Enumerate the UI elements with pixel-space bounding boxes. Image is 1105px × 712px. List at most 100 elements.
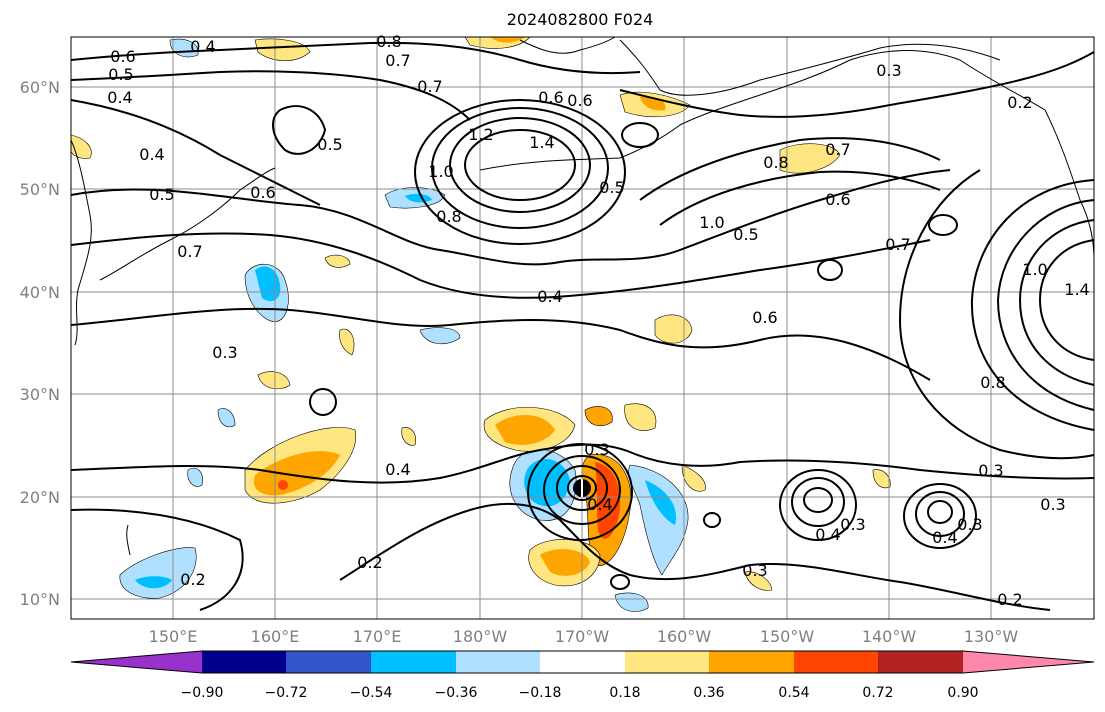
lon-tick: 150°W <box>760 627 815 646</box>
shade-blue-10n <box>614 592 649 612</box>
shade-lightblue-east <box>645 480 676 525</box>
contour-ring <box>309 388 337 416</box>
contour-label: 1.4 <box>1064 280 1089 299</box>
colorbar-tick: −0.36 <box>435 685 478 701</box>
colorbar-segment <box>878 651 963 673</box>
shade-blue-east <box>628 464 689 576</box>
shade-orange-south <box>540 549 590 576</box>
shade-blue-25n <box>217 408 236 428</box>
lat-tick: 20°N <box>20 488 60 507</box>
contour-label: 0.5 <box>317 135 342 154</box>
lat-tick: 10°N <box>20 590 60 609</box>
map-title: 2024082800 F024 <box>507 10 654 29</box>
contour-line <box>1018 219 1095 386</box>
contour-ring <box>903 483 977 549</box>
contour-line <box>70 232 931 299</box>
contour-ring <box>449 117 591 213</box>
contour-ring <box>928 214 958 236</box>
contour-line <box>70 70 471 121</box>
contour-label: 0.6 <box>250 183 275 202</box>
contour-ring <box>803 487 833 513</box>
contour-line <box>70 307 931 381</box>
lon-tick: 170°E <box>353 627 402 646</box>
contour-ring <box>567 475 597 501</box>
contour-label: 0.7 <box>825 140 850 159</box>
contour-labels: 0.6 0.5 0.4 0.8 0.7 0.7 0.6 0.4 0.5 0.6 … <box>107 32 1089 609</box>
contour-label: 0.3 <box>876 61 901 80</box>
shade-yellow-ne <box>584 406 613 426</box>
colorbar-segment <box>709 651 794 673</box>
contour-label: 0.4 <box>139 145 164 164</box>
lat-tick: 30°N <box>20 385 60 404</box>
colorbar-tick: −0.54 <box>350 685 393 701</box>
contour-label: 0.6 <box>752 308 777 327</box>
contour-line <box>659 170 941 226</box>
contour-line <box>996 199 1095 411</box>
contour-label: 0.5 <box>149 185 174 204</box>
contour-line <box>970 179 1095 431</box>
shade-yellow-26n <box>401 427 416 446</box>
contour-ring <box>556 465 608 511</box>
contour-label: 0.6 <box>825 190 850 209</box>
contour-line <box>70 169 951 266</box>
contour-label: 0.7 <box>177 242 202 261</box>
contour-line <box>70 508 244 611</box>
contour-line <box>70 41 641 75</box>
contour-label: 0.6 <box>567 91 592 110</box>
colorbar-segment <box>371 651 456 673</box>
contour-line <box>1038 239 1095 361</box>
colorbar-tick: 0.72 <box>862 685 893 701</box>
contour-line <box>70 99 321 206</box>
contour-line <box>339 503 1051 611</box>
shade-deepblue-150e <box>135 576 172 589</box>
shade-yellow-14n <box>744 571 773 591</box>
shade-yellow-60n <box>254 38 311 61</box>
contour-label: 0.2 <box>180 570 205 589</box>
contour-label: 0.2 <box>997 590 1022 609</box>
contour-ring <box>703 512 721 528</box>
contour-label: 0.4 <box>385 460 410 479</box>
contour-label: 0.5 <box>599 178 624 197</box>
contour-line <box>272 105 327 155</box>
contour-ring <box>527 443 633 541</box>
lon-tick: 150°E <box>149 627 198 646</box>
contour-label: 1.4 <box>529 133 554 152</box>
shade-orange-north <box>495 414 555 445</box>
colorbar-tick: 0.36 <box>693 685 724 701</box>
contour-ring <box>779 469 857 541</box>
shade-red-160e <box>278 480 288 490</box>
map-border <box>70 36 1095 620</box>
contour-label: 0.5 <box>733 225 758 244</box>
contour-line <box>898 169 1095 460</box>
low-center-marker <box>573 479 591 497</box>
contour-label: 0.3 <box>840 515 865 534</box>
contour-label: 0.7 <box>417 77 442 96</box>
colorbar-tick: −0.18 <box>519 685 562 701</box>
contour-line <box>619 51 1095 118</box>
contour-ring <box>791 477 845 527</box>
colorbar-segment <box>286 651 371 673</box>
contour-label: 0.8 <box>436 207 461 226</box>
contour-label: 0.3 <box>742 561 767 580</box>
contour-ring <box>414 99 626 245</box>
contour-ring <box>817 259 843 281</box>
contour-label: 0.7 <box>385 51 410 70</box>
colorbar-tick: 0.54 <box>778 685 809 701</box>
lat-tick: 60°N <box>20 78 60 97</box>
coastlines <box>70 36 1095 556</box>
shade-blue-35n <box>419 327 461 345</box>
colorbar-segment <box>202 651 286 673</box>
contour-label: 0.4 <box>190 37 215 56</box>
contour-label: 0.3 <box>212 343 237 362</box>
contour-label: 0.8 <box>376 32 401 51</box>
lon-tick: 170°W <box>555 627 610 646</box>
colorbar <box>70 650 1095 674</box>
contour-label: 0.3 <box>978 461 1003 480</box>
contour-ring <box>543 455 621 525</box>
colorbar-ticks: −0.90 −0.72 −0.54 −0.36 −0.18 0.18 0.36 … <box>181 685 979 701</box>
contour-label: 0.4 <box>107 88 132 107</box>
colorbar-segment <box>540 651 625 673</box>
contour-label: 0.5 <box>108 65 133 84</box>
contour-ring <box>431 107 609 229</box>
lon-tick: 140°W <box>862 627 917 646</box>
